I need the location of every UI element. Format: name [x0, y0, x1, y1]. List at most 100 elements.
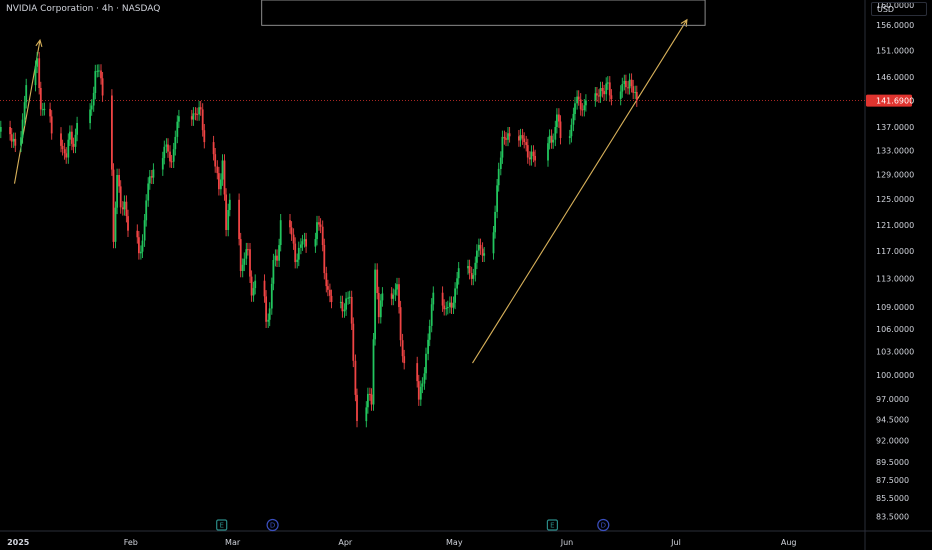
price-tick-label: 89.5000: [876, 458, 909, 467]
candle-body: [69, 131, 71, 140]
candle-body: [318, 222, 320, 225]
candle-body: [114, 207, 117, 242]
candle-body: [377, 293, 380, 318]
candle-body: [136, 230, 139, 238]
candle-body: [492, 232, 495, 254]
candle-body: [89, 109, 91, 124]
candle-body: [372, 339, 375, 405]
candle-body: [194, 113, 197, 115]
candle-body: [596, 93, 598, 96]
candle-body: [65, 153, 68, 158]
candle-body: [305, 239, 307, 247]
candle-body: [330, 295, 333, 302]
candle-body: [452, 302, 455, 308]
candle-body: [323, 245, 326, 274]
candle-body: [25, 85, 28, 103]
price-axis[interactable]: 160.0000 156.0000 151.0000 146.0000 137.0000…: [876, 1, 914, 522]
candle-body: [297, 247, 300, 260]
candle-body: [621, 84, 624, 92]
time-tick-label: Jun: [560, 538, 574, 547]
time-axis[interactable]: 2025 Feb Mar Apr May Jun Jul Aug: [7, 538, 796, 547]
last-price-tag: [866, 94, 912, 107]
trend-arrow-head: [35, 38, 43, 48]
candle-body: [577, 96, 580, 100]
candle-body: [526, 145, 529, 158]
candle-body: [34, 66, 37, 86]
dividend-icon[interactable]: D: [266, 518, 279, 532]
candle-body: [354, 360, 357, 395]
earnings-icon[interactable]: E: [546, 519, 559, 531]
target-zone-rectangle[interactable]: [261, 0, 706, 26]
currency-selector[interactable]: USD: [871, 2, 927, 16]
candle-body: [501, 136, 504, 158]
price-tick-label: 83.5000: [876, 513, 909, 522]
candle-body: [443, 305, 446, 310]
candle-body: [470, 273, 473, 279]
candle-body: [71, 131, 73, 144]
last-price-label: 141.6900: [876, 97, 914, 106]
candle-body: [474, 262, 477, 276]
price-tick-label: 129.0000: [876, 170, 914, 179]
candle-body: [292, 234, 295, 244]
candle-body: [290, 227, 293, 235]
candle-body: [152, 169, 155, 178]
candle-body: [399, 307, 402, 341]
candle-body: [518, 136, 520, 141]
candle-body: [74, 134, 77, 147]
candle-body: [367, 393, 369, 408]
candle-body: [119, 186, 122, 208]
candle-body: [625, 80, 627, 88]
candle-body: [329, 289, 331, 296]
candle-body: [594, 93, 597, 101]
candle-body: [43, 108, 46, 110]
candle-body: [321, 226, 324, 245]
candle-body: [423, 373, 426, 384]
price-tick-label: 151.0000: [876, 47, 914, 56]
candle-body: [148, 176, 151, 184]
dividend-icon[interactable]: D: [597, 518, 610, 532]
price-tick-label: 117.0000: [876, 247, 914, 256]
trend-arrow[interactable]: [13, 40, 41, 184]
candle-body: [381, 293, 384, 301]
candle-body: [505, 138, 507, 140]
time-tick-label: 2025: [7, 538, 30, 547]
candle-body: [198, 107, 200, 115]
candle-body: [568, 136, 571, 138]
candle-body: [201, 109, 204, 131]
candle-body: [265, 296, 267, 322]
candle-body: [525, 142, 528, 146]
candle-body: [38, 58, 41, 88]
candle-body: [267, 319, 270, 322]
symbol-title[interactable]: NVIDIA Corporation · 4h · NASDAQ: [6, 4, 161, 14]
candle-body: [241, 264, 244, 271]
candle-body: [250, 276, 253, 296]
candle-body: [456, 278, 458, 289]
candle-body: [390, 293, 393, 299]
candle-body: [627, 87, 629, 89]
candle-body: [628, 79, 631, 89]
candle-body: [430, 304, 433, 326]
price-tick-label: 92.0000: [876, 436, 909, 445]
candle-body: [12, 138, 15, 142]
candle-body: [583, 105, 586, 111]
candle-body: [325, 273, 328, 287]
candle-body: [632, 86, 635, 93]
time-tick-label: Mar: [225, 538, 241, 547]
candle-body: [630, 79, 633, 87]
candle-body: [245, 249, 248, 259]
candle-body: [300, 244, 302, 248]
earnings-icon[interactable]: E: [216, 519, 228, 531]
candle-body: [61, 145, 64, 150]
candle-body: [481, 248, 484, 256]
drawings-layer[interactable]: [0, 0, 865, 364]
candle-body: [36, 58, 38, 67]
candle-body: [635, 92, 638, 101]
candle-body: [138, 237, 140, 254]
trend-arrow[interactable]: [472, 19, 688, 364]
candle-body: [192, 113, 195, 120]
candle-body: [374, 269, 376, 340]
candle-body: [392, 294, 395, 299]
svg-text:D: D: [601, 522, 606, 530]
